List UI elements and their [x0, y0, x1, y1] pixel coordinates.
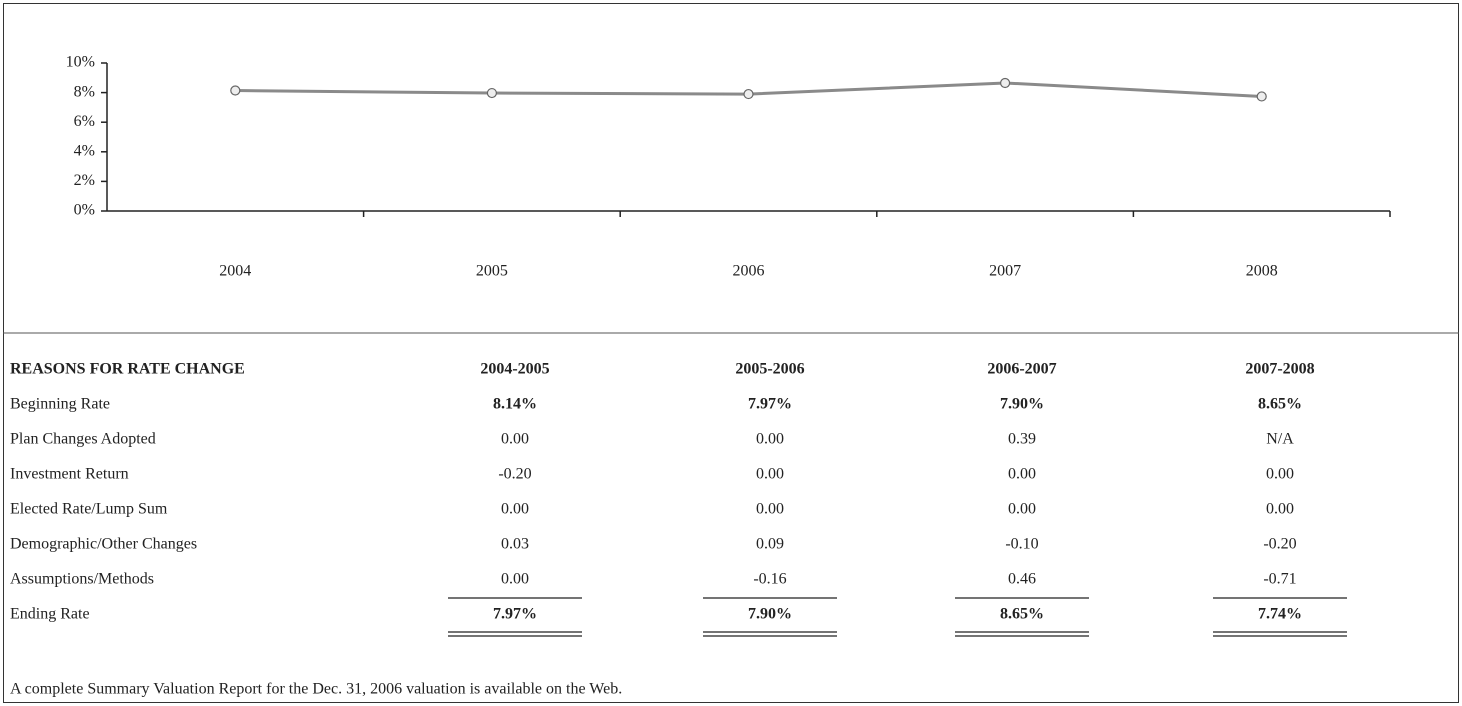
cell: 7.97%	[748, 396, 792, 413]
cell: 0.00	[1008, 501, 1036, 518]
cell: 7.74%	[1258, 606, 1302, 623]
point	[743, 88, 754, 100]
cell: -0.71	[1263, 571, 1296, 588]
cell: 0.00	[501, 501, 529, 518]
cell: 0.00	[756, 431, 784, 448]
point	[230, 85, 241, 96]
cell: 0.00	[501, 431, 529, 448]
x-tick-label: 2007	[989, 263, 1021, 280]
cell: 0.00	[1266, 501, 1294, 518]
cell: 8.14%	[493, 396, 537, 413]
cell: 8.65%	[1000, 606, 1044, 623]
cell: 0.00	[1008, 466, 1036, 483]
cell: 8.65%	[1258, 396, 1302, 413]
x-tick-label: 2005	[476, 263, 508, 280]
cell: 0.00	[501, 571, 529, 588]
row-header-title: REASONS FOR RATE CHANGE	[10, 361, 245, 378]
cell: 0.00	[1266, 466, 1294, 483]
cell: 0.09	[756, 536, 784, 553]
point	[486, 87, 497, 99]
cell: 7.90%	[1000, 396, 1044, 413]
column-header: 2004-2005	[480, 361, 549, 378]
y-tick-label: 6%	[74, 113, 95, 130]
cell: -0.16	[753, 571, 786, 588]
column-header: 2006-2007	[987, 361, 1056, 378]
cell: 7.97%	[493, 606, 537, 623]
row-label: Beginning Rate	[10, 396, 110, 413]
row-label: Plan Changes Adopted	[10, 431, 156, 448]
x-tick-label: 2004	[219, 263, 251, 280]
y-tick-label: 4%	[74, 142, 95, 159]
cell: 7.90%	[748, 606, 792, 623]
x-tick-label: 2008	[1246, 263, 1278, 280]
row-label: Ending Rate	[10, 606, 90, 623]
cell: -0.10	[1005, 536, 1038, 553]
row-label: Demographic/Other Changes	[10, 536, 197, 553]
column-header: 2007-2008	[1245, 361, 1314, 378]
row-label: Investment Return	[10, 466, 129, 483]
row-label: Assumptions/Methods	[10, 571, 154, 588]
cell: -0.20	[498, 466, 531, 483]
point	[999, 77, 1011, 89]
x-tick-label: 2006	[733, 263, 765, 280]
y-tick-label: 8%	[74, 83, 95, 100]
column-header: 2005-2006	[735, 361, 804, 378]
y-tick-label: 10%	[66, 54, 95, 71]
cell: -0.20	[1263, 536, 1296, 553]
outer-border	[3, 3, 1459, 703]
y-tick-label: 0%	[74, 202, 95, 219]
point	[1256, 91, 1267, 102]
cell: 0.39	[1008, 431, 1036, 448]
cell: 0.00	[756, 466, 784, 483]
footnote: A complete Summary Valuation Report for …	[10, 681, 622, 698]
row-label: Elected Rate/Lump Sum	[10, 501, 168, 518]
cell: 0.03	[501, 536, 529, 553]
y-tick-label: 2%	[74, 172, 95, 189]
cell: 0.46	[1008, 571, 1036, 588]
cell: 0.00	[756, 501, 784, 518]
cell: N/A	[1266, 431, 1294, 448]
